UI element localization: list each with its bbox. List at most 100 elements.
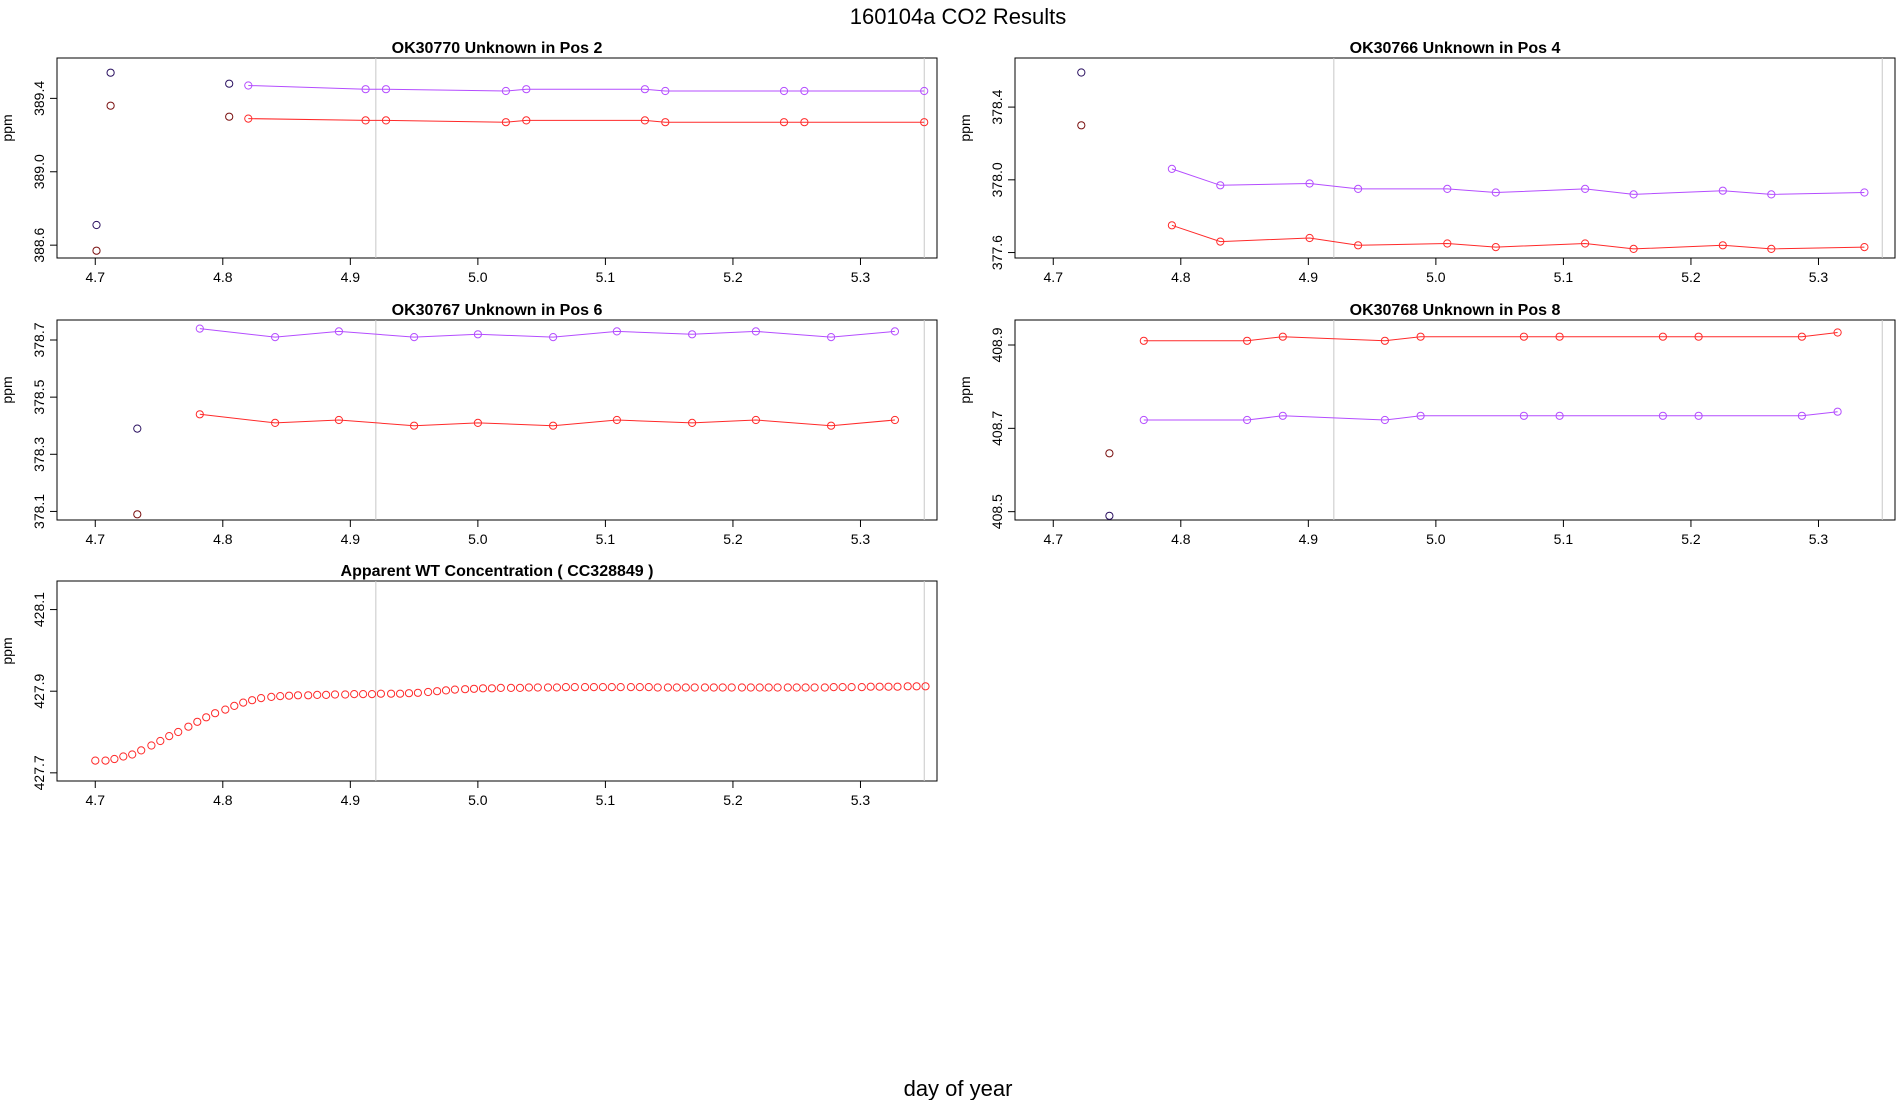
data-point [304,691,313,700]
data-point [1077,121,1086,130]
chart-panel-4: OK30768 Unknown in Pos 8 4.7 4.8 4.9 5.0 5.1 5… [957,302,1896,547]
data-point [257,694,266,703]
data-point [271,418,280,427]
x-tick-label: 5.1 [596,531,616,547]
data-point [424,687,433,697]
chart-title: OK30767 Unknown in Pos 6 [392,302,603,319]
series-red [244,114,929,127]
data-point [1519,411,1529,420]
data-point [341,690,350,699]
data-point [211,709,220,718]
x-tick-label: 4.9 [1299,269,1319,285]
data-point [800,86,809,96]
data-point [612,415,622,425]
data-point [552,683,562,692]
x-tick-label: 5.1 [1554,531,1574,547]
data-point [441,686,451,695]
data-point [359,690,368,699]
data-point [313,690,322,700]
data-point [478,684,488,693]
data-point [866,682,875,691]
x-tick-label: 5.1 [1554,269,1574,285]
series-line [248,118,925,123]
data-point [661,86,670,96]
y-tick-label: 408.5 [989,494,1005,529]
data-point [361,85,370,94]
data-point [147,741,156,750]
data-point [751,415,761,425]
data-point [644,683,653,692]
chart-title: Apparent WT Concentration ( CC328849 ) [341,563,654,580]
data-point [1380,415,1390,425]
data-point [1519,332,1529,341]
series-purple [1139,407,1842,425]
data-point [174,727,183,737]
y-tick-label: 378.4 [989,89,1005,124]
series-initial-brown [133,510,142,519]
y-tick-label: 427.7 [31,755,47,790]
data-point [450,685,459,694]
page-title: 160104a CO2 Results [850,4,1066,29]
data-point [847,683,856,692]
data-point [1581,239,1590,248]
chart-title: OK30766 Unknown in Pos 4 [1350,40,1561,57]
data-point [616,683,625,692]
data-point [829,683,838,692]
plot-frame [56,57,938,259]
data-point [110,754,119,764]
data-point [783,683,792,692]
data-point [128,750,137,759]
data-point [890,415,900,425]
data-point [598,683,608,692]
series-red [195,410,900,430]
data-point [330,690,340,699]
data-point [1105,511,1114,520]
x-tick-label: 4.8 [1171,531,1191,547]
data-point [751,327,761,336]
x-tick-label: 5.3 [1809,531,1829,547]
x-tick-label: 5.0 [468,531,488,547]
series-purple [244,81,929,96]
series-initial-brown [92,101,234,255]
data-point [1216,237,1225,246]
data-point [890,327,900,336]
data-point [779,86,789,96]
data-point [1139,415,1148,425]
data-point [469,684,479,693]
data-point [626,683,636,692]
data-point [589,683,599,692]
data-point [903,682,912,691]
data-point [792,683,801,692]
y-tick-label: 389.4 [31,81,47,116]
chart-panel-2: OK30766 Unknown in Pos 4 4.7 4.8 4.9 5.0 5.1 5… [957,40,1896,285]
y-tick-label: 428.1 [31,592,47,627]
y-tick-label: 388.6 [31,227,47,262]
data-point [496,683,505,693]
data-point [700,683,710,692]
x-axis-label: day of year [904,1076,1013,1100]
data-point [580,683,590,692]
data-point [827,421,836,430]
data-point [549,421,558,430]
data-point [640,116,650,125]
data-point [276,692,285,701]
data-point [1555,411,1564,420]
data-point [640,85,650,94]
x-tick-label: 5.2 [723,792,743,808]
data-point [1555,332,1564,341]
series-line [1143,332,1838,342]
data-point [1833,328,1842,337]
series-line [1143,411,1838,421]
x-tick-label: 4.7 [1044,269,1064,285]
data-point [779,118,789,127]
data-point [1216,181,1225,190]
data-point [1243,336,1252,345]
data-point [473,418,482,427]
x-tick-label: 5.3 [1809,269,1829,285]
data-point [230,701,239,711]
data-point [522,116,531,125]
data-point [1718,186,1727,195]
series-initial-brown [1105,449,1114,458]
data-point [1278,411,1287,420]
